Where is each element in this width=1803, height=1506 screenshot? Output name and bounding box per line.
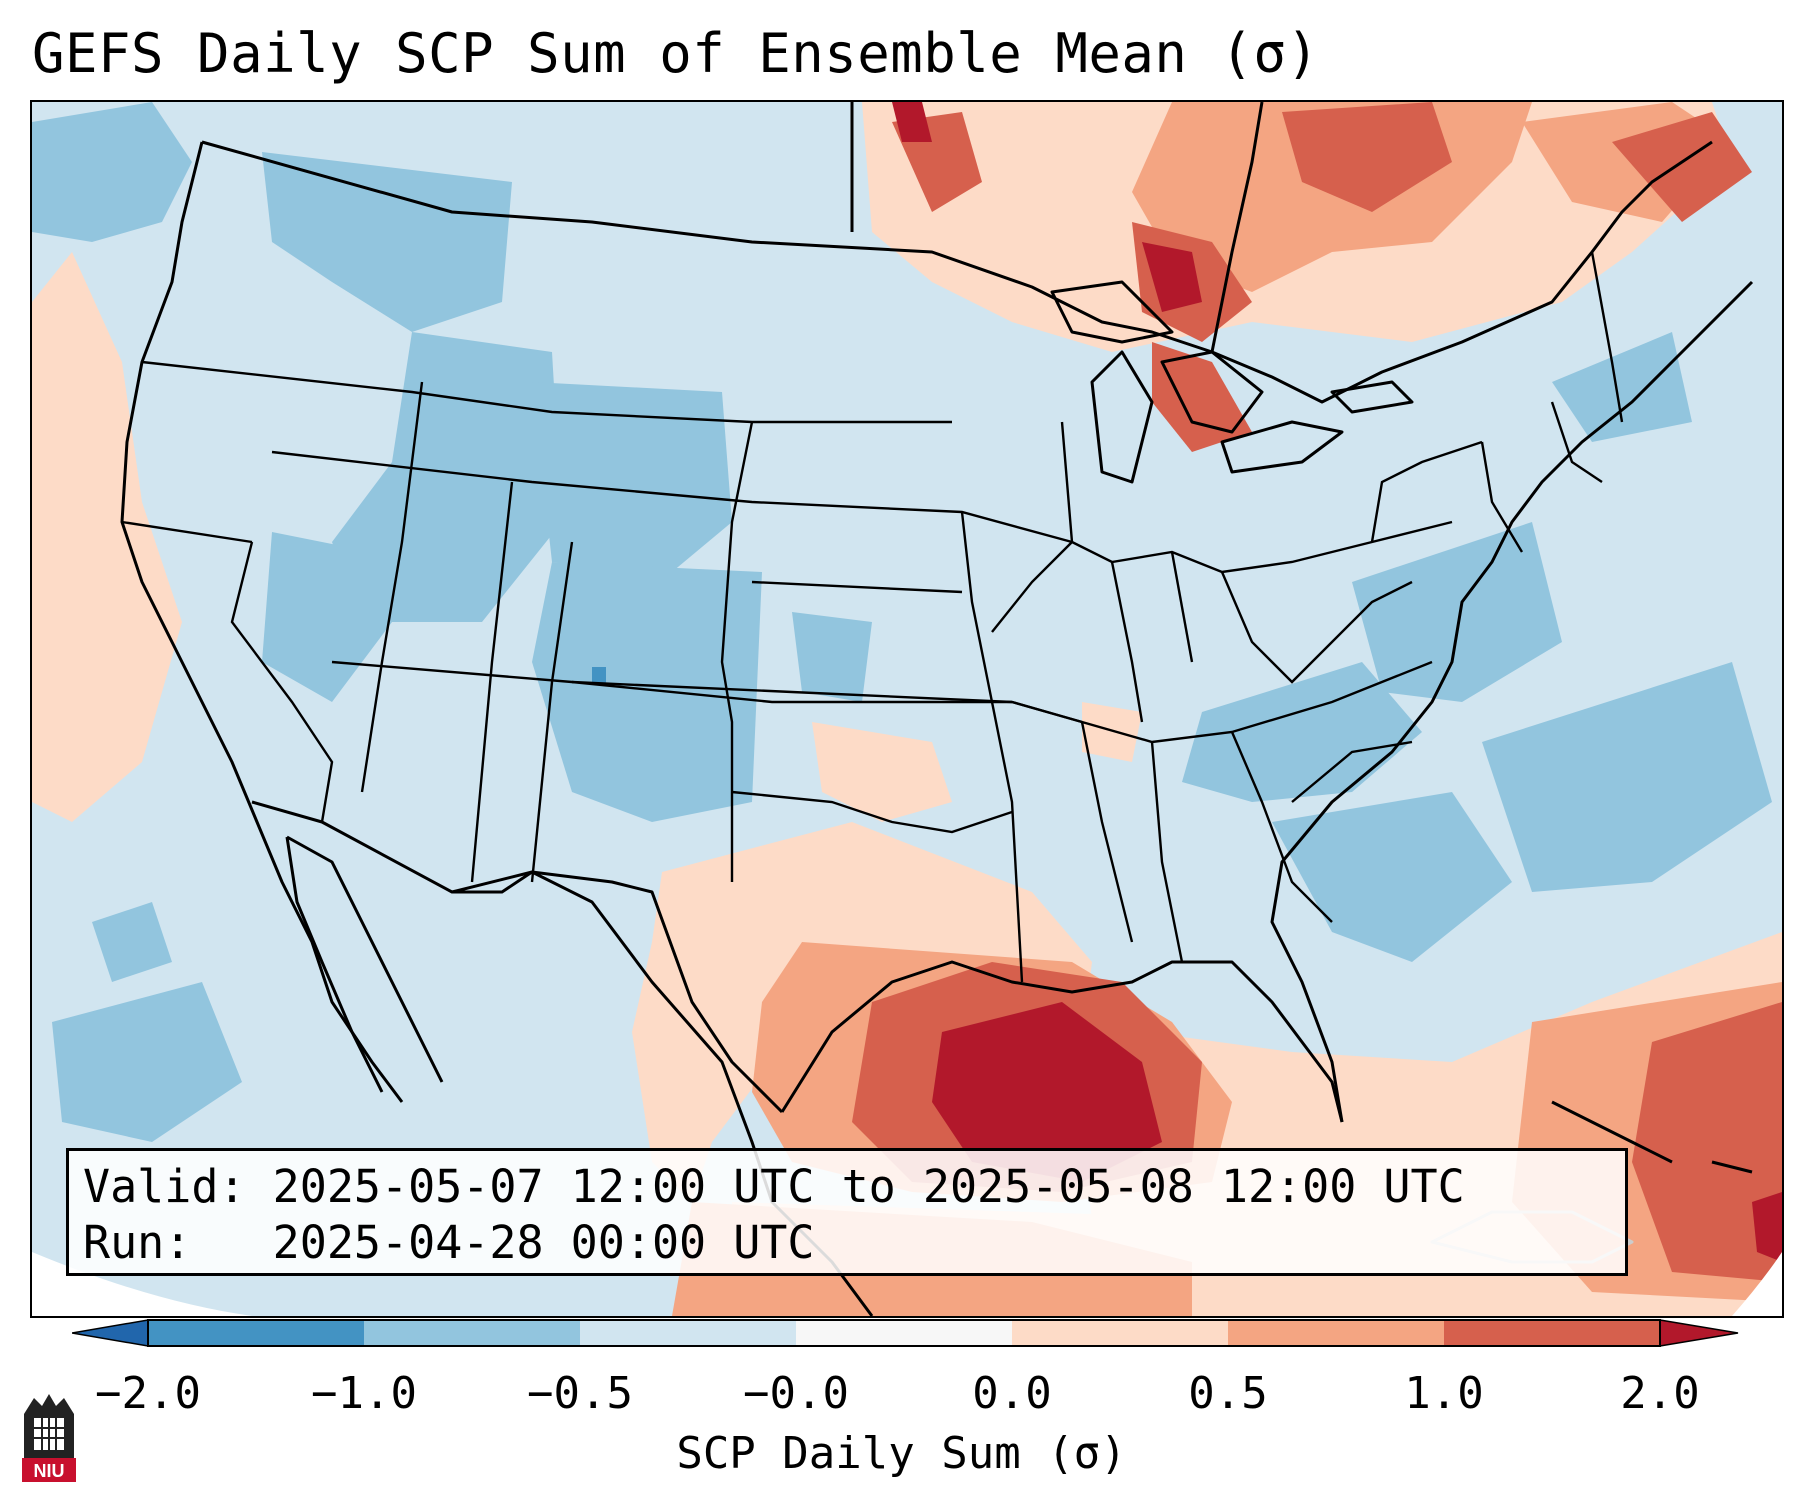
colorbar-bin xyxy=(1012,1320,1228,1346)
coastlines-and-borders xyxy=(120,102,1754,1316)
colorbar-tick-label: 0.5 xyxy=(1188,1368,1268,1419)
colorbar-extend-high xyxy=(1659,1319,1739,1347)
colorbar-label: SCP Daily Sum (σ) xyxy=(676,1428,1127,1479)
colorbar-tick-label: −0.5 xyxy=(527,1368,633,1419)
chart-title: GEFS Daily SCP Sum of Ensemble Mean (σ) xyxy=(32,22,1320,85)
map-panel xyxy=(30,100,1784,1318)
state-borders xyxy=(121,251,1624,983)
colorbar-bin xyxy=(364,1320,580,1346)
colorbar xyxy=(72,1319,1739,1347)
colorbar-tick-label: −0.0 xyxy=(743,1368,849,1419)
colorbar-tick-label: −1.0 xyxy=(311,1368,417,1419)
logo-text: NIU xyxy=(34,1461,65,1481)
colorbar-tick-label: −2.0 xyxy=(95,1368,201,1419)
colorbar-bin xyxy=(1228,1320,1444,1346)
colorbar-bin xyxy=(580,1320,796,1346)
colorbar-bin xyxy=(1444,1320,1660,1346)
run-time-text: Run: 2025-04-28 00:00 UTC xyxy=(83,1216,815,1269)
colorbar-outline xyxy=(147,1319,1661,1347)
colorbar-tick-label: 2.0 xyxy=(1620,1368,1700,1419)
valid-time-text: Valid: 2025-05-07 12:00 UTC to 2025-05-0… xyxy=(83,1160,1465,1213)
colorbar-bin xyxy=(796,1320,1012,1346)
negative-anomaly-areas xyxy=(32,102,1772,1142)
colorbar-bin xyxy=(148,1320,364,1346)
colorbar-tick-label: 0.0 xyxy=(972,1368,1052,1419)
extreme-positive-anomaly-areas xyxy=(892,102,1782,1262)
colorbar-tick-label: 1.0 xyxy=(1404,1368,1484,1419)
niu-logo: NIU xyxy=(22,1394,76,1482)
colorbar-extend-low xyxy=(72,1319,149,1347)
map-edge-blank xyxy=(32,1252,252,1316)
map-edge-blank-right xyxy=(1732,1252,1782,1316)
map-svg xyxy=(32,102,1782,1316)
validity-info-box: Valid: 2025-05-07 12:00 UTC to 2025-05-0… xyxy=(66,1148,1628,1276)
strong-negative-cell xyxy=(592,667,606,685)
